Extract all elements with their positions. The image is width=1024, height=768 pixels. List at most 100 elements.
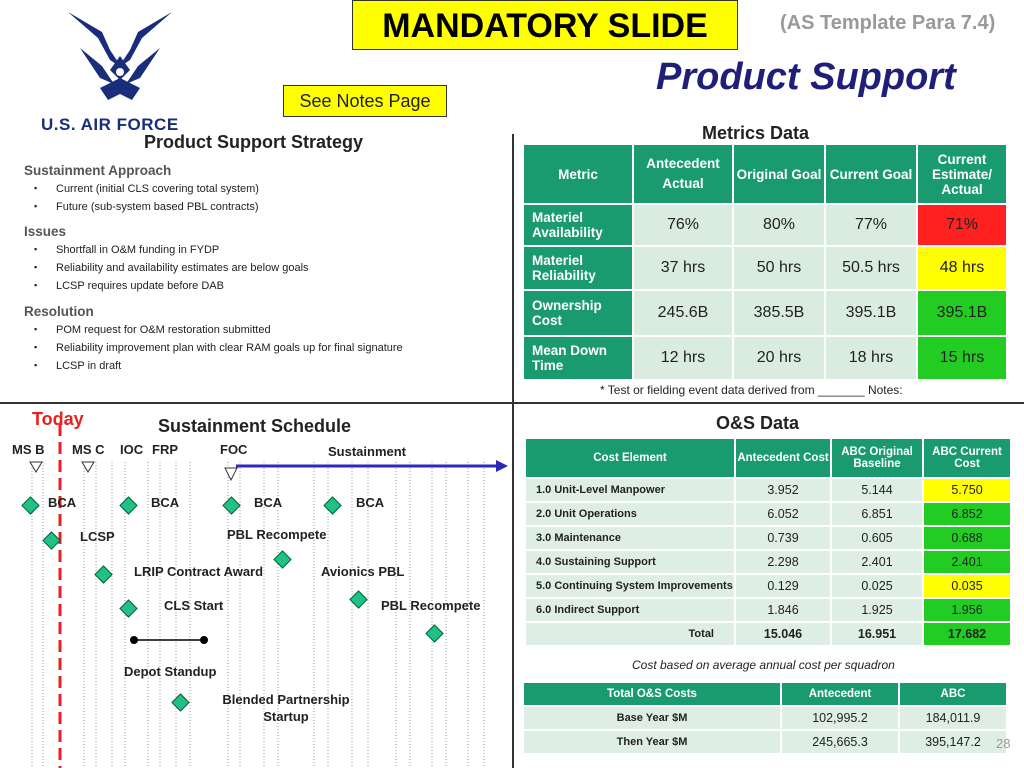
milestone-frp: FRP — [152, 442, 178, 457]
metric-value-cell: 20 hrs — [732, 335, 826, 381]
os-header-cell: Cost Element — [524, 437, 736, 479]
os-total-row: Total 15.046 16.951 17.682 — [524, 621, 1012, 647]
issues-heading: Issues — [24, 224, 67, 239]
metric-value-cell: 50.5 hrs — [824, 245, 918, 291]
metric-status-cell: 395.1B — [916, 289, 1008, 337]
os-value-cell: 6.851 — [830, 501, 924, 527]
metric-value-cell: 385.5B — [732, 289, 826, 337]
strategy-title: Product Support Strategy — [144, 132, 364, 152]
total-os-header: Antecedent — [780, 681, 900, 707]
bca-label: BCA — [151, 495, 180, 510]
cls-start-label: CLS Start — [164, 598, 224, 613]
schedule-title: Sustainment Schedule — [158, 416, 352, 436]
os-value-cell: 2.401 — [830, 549, 924, 575]
blended-partnership-label: Blended Partnership Startup — [222, 692, 350, 724]
os-row: 4.0 Sustaining Support 2.298 2.401 2.401 — [524, 549, 1012, 575]
metrics-title: Metrics Data — [702, 123, 810, 143]
metric-value-cell: 50 hrs — [732, 245, 826, 291]
metrics-header-cell: Current Goal — [824, 143, 918, 205]
air-force-logo — [68, 12, 172, 100]
pbl-recompete-label: PBL Recompete — [227, 527, 327, 542]
os-status-cell: 0.035 — [922, 573, 1012, 599]
avionics-pbl-label: Avionics PBL — [321, 564, 405, 579]
strategy-bullet: LCSP requires update before DAB — [34, 280, 224, 292]
milestone-foc: FOC — [220, 442, 248, 457]
os-value-cell: 2.298 — [734, 549, 832, 575]
os-status-cell: 0.688 — [922, 525, 1012, 551]
metric-value-cell: 77% — [824, 203, 918, 247]
schedule-timeline — [29, 424, 508, 768]
os-value-cell: 0.025 — [830, 573, 924, 599]
metric-status-cell: 15 hrs — [916, 335, 1008, 381]
bca-label: BCA — [254, 495, 283, 510]
strategy-bullet: Current (initial CLS covering total syst… — [34, 183, 259, 195]
metric-status-cell: 48 hrs — [916, 245, 1008, 291]
os-value-cell: 3.952 — [734, 477, 832, 503]
cost-element-cell: 2.0 Unit Operations — [524, 501, 736, 527]
os-value-cell: 6.052 — [734, 501, 832, 527]
metric-value-cell: 80% — [732, 203, 826, 247]
page-number: 28 — [996, 736, 1011, 751]
os-status-cell: 6.852 — [922, 501, 1012, 527]
total-os-value: 102,995.2 — [780, 705, 900, 731]
os-header-cell: ABC Original Baseline — [830, 437, 924, 479]
lcsp-label: LCSP — [80, 529, 115, 544]
air-force-wordmark: U.S. AIR FORCE — [41, 115, 179, 134]
metrics-table: Metric Antecedent Actual Original Goal C… — [522, 143, 1008, 381]
metrics-row: Ownership Cost 245.6B 385.5B 395.1B 395.… — [522, 289, 1008, 337]
metric-value-cell: 12 hrs — [632, 335, 734, 381]
resolution-heading: Resolution — [24, 304, 94, 319]
cost-element-cell: 6.0 Indirect Support — [524, 597, 736, 623]
mandatory-slide-banner: MANDATORY SLIDE — [352, 0, 738, 50]
os-status-cell: 2.401 — [922, 549, 1012, 575]
os-value-cell: 0.739 — [734, 525, 832, 551]
strategy-bullet: LCSP in draft — [34, 360, 121, 372]
metrics-row: Materiel Reliability 37 hrs 50 hrs 50.5 … — [522, 245, 1008, 291]
total-os-row: Then Year $M 245,665.3 395,147.2 — [522, 729, 1008, 755]
total-os-value: 245,665.3 — [780, 729, 900, 755]
total-os-value: 184,011.9 — [898, 705, 1008, 731]
metrics-row: Mean Down Time 12 hrs 20 hrs 18 hrs 15 h… — [522, 335, 1008, 381]
template-paragraph-ref: (AS Template Para 7.4) — [780, 12, 996, 34]
os-value-cell: 0.129 — [734, 573, 832, 599]
metrics-row: Materiel Availability 76% 80% 77% 71% — [522, 203, 1008, 247]
horizontal-divider — [0, 402, 1024, 404]
metrics-footnote: * Test or fielding event data derived fr… — [600, 383, 903, 397]
cost-basis-note: Cost based on average annual cost per sq… — [632, 658, 895, 672]
strategy-bullet: Reliability improvement plan with clear … — [34, 342, 403, 354]
lrip-label: LRIP Contract Award — [134, 564, 264, 579]
os-value-cell: 0.605 — [830, 525, 924, 551]
milestone-ioc: IOC — [120, 442, 144, 457]
metric-name-cell: Materiel Availability — [522, 203, 634, 247]
cost-element-cell: 5.0 Continuing System Improvements — [524, 573, 736, 599]
metric-name-cell: Ownership Cost — [522, 289, 634, 337]
metric-value-cell: 76% — [632, 203, 734, 247]
total-os-costs-table: Total O&S Costs Antecedent ABC Base Year… — [522, 681, 1008, 755]
cost-element-cell: 3.0 Maintenance — [524, 525, 736, 551]
os-row: 5.0 Continuing System Improvements 0.129… — [524, 573, 1012, 599]
strategy-bullet: POM request for O&M restoration submitte… — [34, 324, 271, 336]
total-os-row-label: Then Year $M — [522, 729, 782, 755]
milestone-ms-b: MS B — [12, 442, 45, 457]
see-notes-button[interactable]: See Notes Page — [283, 85, 447, 117]
metric-value-cell: 395.1B — [824, 289, 918, 337]
vertical-divider — [512, 134, 514, 768]
metrics-header-cell: Metric — [522, 143, 634, 205]
os-status-cell: 1.956 — [922, 597, 1012, 623]
metrics-header-cell: Antecedent Actual — [632, 143, 734, 205]
metric-value-cell: 245.6B — [632, 289, 734, 337]
total-os-header: ABC — [898, 681, 1008, 707]
pbl-recompete-2-label: PBL Recompete — [381, 598, 481, 613]
metric-name-cell: Materiel Reliability — [522, 245, 634, 291]
sustainment-approach-heading: Sustainment Approach — [24, 163, 172, 178]
metric-value-cell: 37 hrs — [632, 245, 734, 291]
bca-label: BCA — [356, 495, 385, 510]
metric-value-cell: 18 hrs — [824, 335, 918, 381]
os-header-cell: Antecedent Cost — [734, 437, 832, 479]
os-value-cell: 5.144 — [830, 477, 924, 503]
metric-name-cell: Mean Down Time — [522, 335, 634, 381]
os-header-cell: ABC Current Cost — [922, 437, 1012, 479]
sustainment-label: Sustainment — [328, 444, 407, 459]
bca-label: BCA — [48, 495, 77, 510]
os-value-cell: 1.925 — [830, 597, 924, 623]
